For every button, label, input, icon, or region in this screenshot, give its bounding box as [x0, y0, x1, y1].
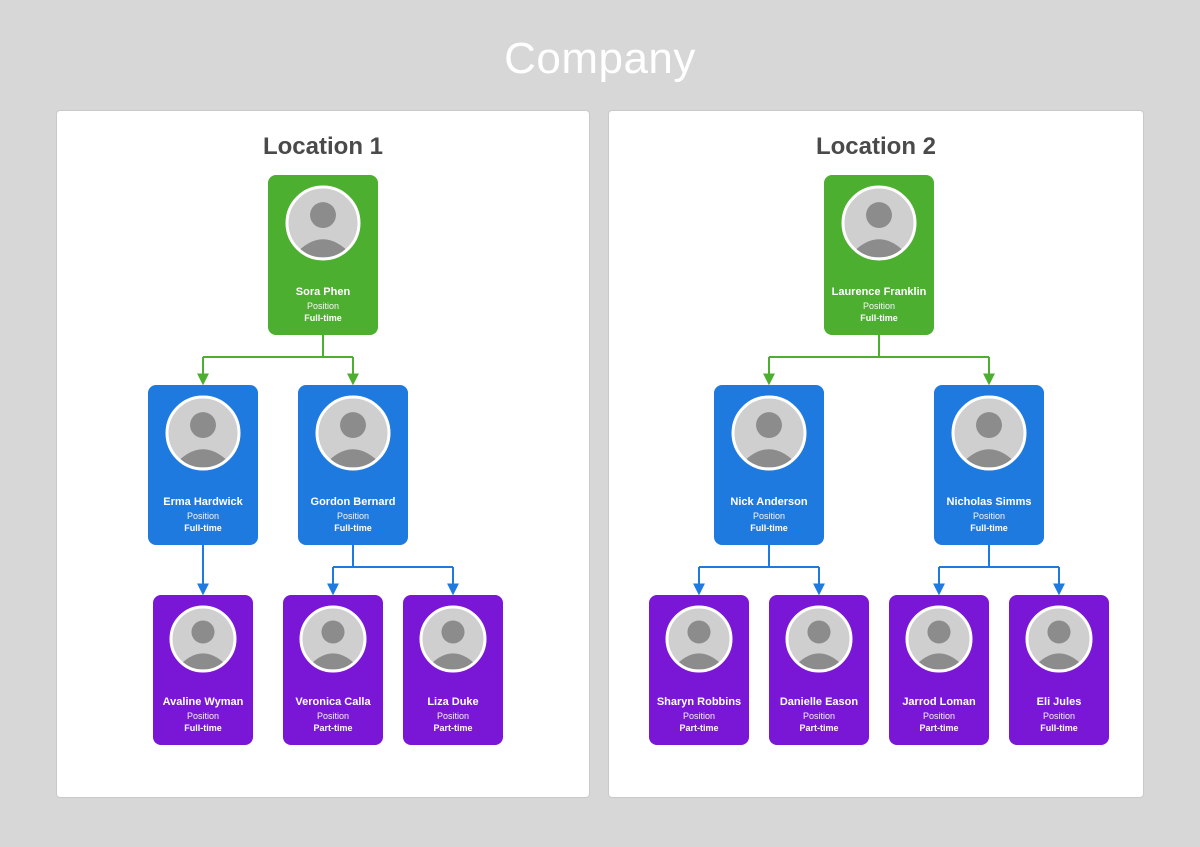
- locations-row: Location 1 Sora PhenPositionFull-timeErm…: [56, 110, 1144, 798]
- person-employment: Full-time: [860, 313, 898, 323]
- person-employment: Part-time: [919, 723, 958, 733]
- person-position: Position: [973, 511, 1005, 521]
- org-node: Erma Hardwick Position Full-time: [148, 385, 258, 545]
- org-node: Avaline Wyman Position Full-time: [153, 595, 253, 745]
- org-node: Sora Phen Position Full-time: [268, 175, 378, 335]
- person-employment: Full-time: [334, 523, 372, 533]
- org-node: Sharyn Robbins Position Part-time: [649, 595, 749, 745]
- person-position: Position: [337, 511, 369, 521]
- person-name: Jarrod Loman: [902, 696, 976, 708]
- person-position: Position: [803, 711, 835, 721]
- person-employment: Full-time: [750, 523, 788, 533]
- person-name: Erma Hardwick: [163, 496, 243, 508]
- person-employment: Part-time: [799, 723, 838, 733]
- person-name: Sora Phen: [296, 286, 351, 298]
- org-node: Veronica Calla Position Part-time: [283, 595, 383, 745]
- company-title: Company: [56, 34, 1144, 84]
- org-node: Nicholas Simms Position Full-time: [934, 385, 1044, 545]
- person-employment: Full-time: [1040, 723, 1078, 733]
- person-position: Position: [187, 511, 219, 521]
- person-position: Position: [683, 711, 715, 721]
- org-node: Danielle Eason Position Part-time: [769, 595, 869, 745]
- org-tree-2: Laurence FranklinPositionFull-timeNick A…: [619, 175, 1139, 795]
- person-employment: Part-time: [433, 723, 472, 733]
- org-node: Nick Anderson Position Full-time: [714, 385, 824, 545]
- person-name: Sharyn Robbins: [657, 696, 741, 708]
- person-position: Position: [923, 711, 955, 721]
- person-position: Position: [1043, 711, 1075, 721]
- location-panel-1: Location 1 Sora PhenPositionFull-timeErm…: [56, 110, 590, 798]
- person-employment: Full-time: [304, 313, 342, 323]
- person-name: Avaline Wyman: [163, 696, 244, 708]
- person-position: Position: [863, 301, 895, 311]
- person-name: Laurence Franklin: [832, 286, 927, 298]
- person-position: Position: [307, 301, 339, 311]
- person-employment: Part-time: [679, 723, 718, 733]
- org-node: Liza Duke Position Part-time: [403, 595, 503, 745]
- location-title: Location 2: [619, 133, 1133, 161]
- person-name: Gordon Bernard: [311, 496, 396, 508]
- org-node: Gordon Bernard Position Full-time: [298, 385, 408, 545]
- person-position: Position: [317, 711, 349, 721]
- person-name: Veronica Calla: [295, 696, 371, 708]
- location-panel-2: Location 2 Laurence Franklin Position Full…: [608, 110, 1144, 798]
- org-node: Eli Jules Position Full-time: [1009, 595, 1109, 745]
- location-title: Location 1: [67, 133, 579, 161]
- person-employment: Full-time: [184, 523, 222, 533]
- person-name: Nicholas Simms: [947, 496, 1032, 508]
- person-employment: Part-time: [313, 723, 352, 733]
- org-chart-page: Company Location 1 Sora Phen Position Full…: [0, 0, 1200, 838]
- person-position: Position: [753, 511, 785, 521]
- person-position: Position: [437, 711, 469, 721]
- person-name: Danielle Eason: [780, 696, 859, 708]
- person-name: Eli Jules: [1037, 696, 1082, 708]
- person-name: Nick Anderson: [730, 496, 808, 508]
- person-name: Liza Duke: [427, 696, 478, 708]
- org-node: Laurence Franklin Position Full-time: [824, 175, 934, 335]
- person-employment: Full-time: [184, 723, 222, 733]
- person-position: Position: [187, 711, 219, 721]
- org-tree-1: Sora Phen Position Full-time Erma Hardwick P…: [73, 175, 573, 795]
- person-employment: Full-time: [970, 523, 1008, 533]
- org-node: Jarrod Loman Position Part-time: [889, 595, 989, 745]
